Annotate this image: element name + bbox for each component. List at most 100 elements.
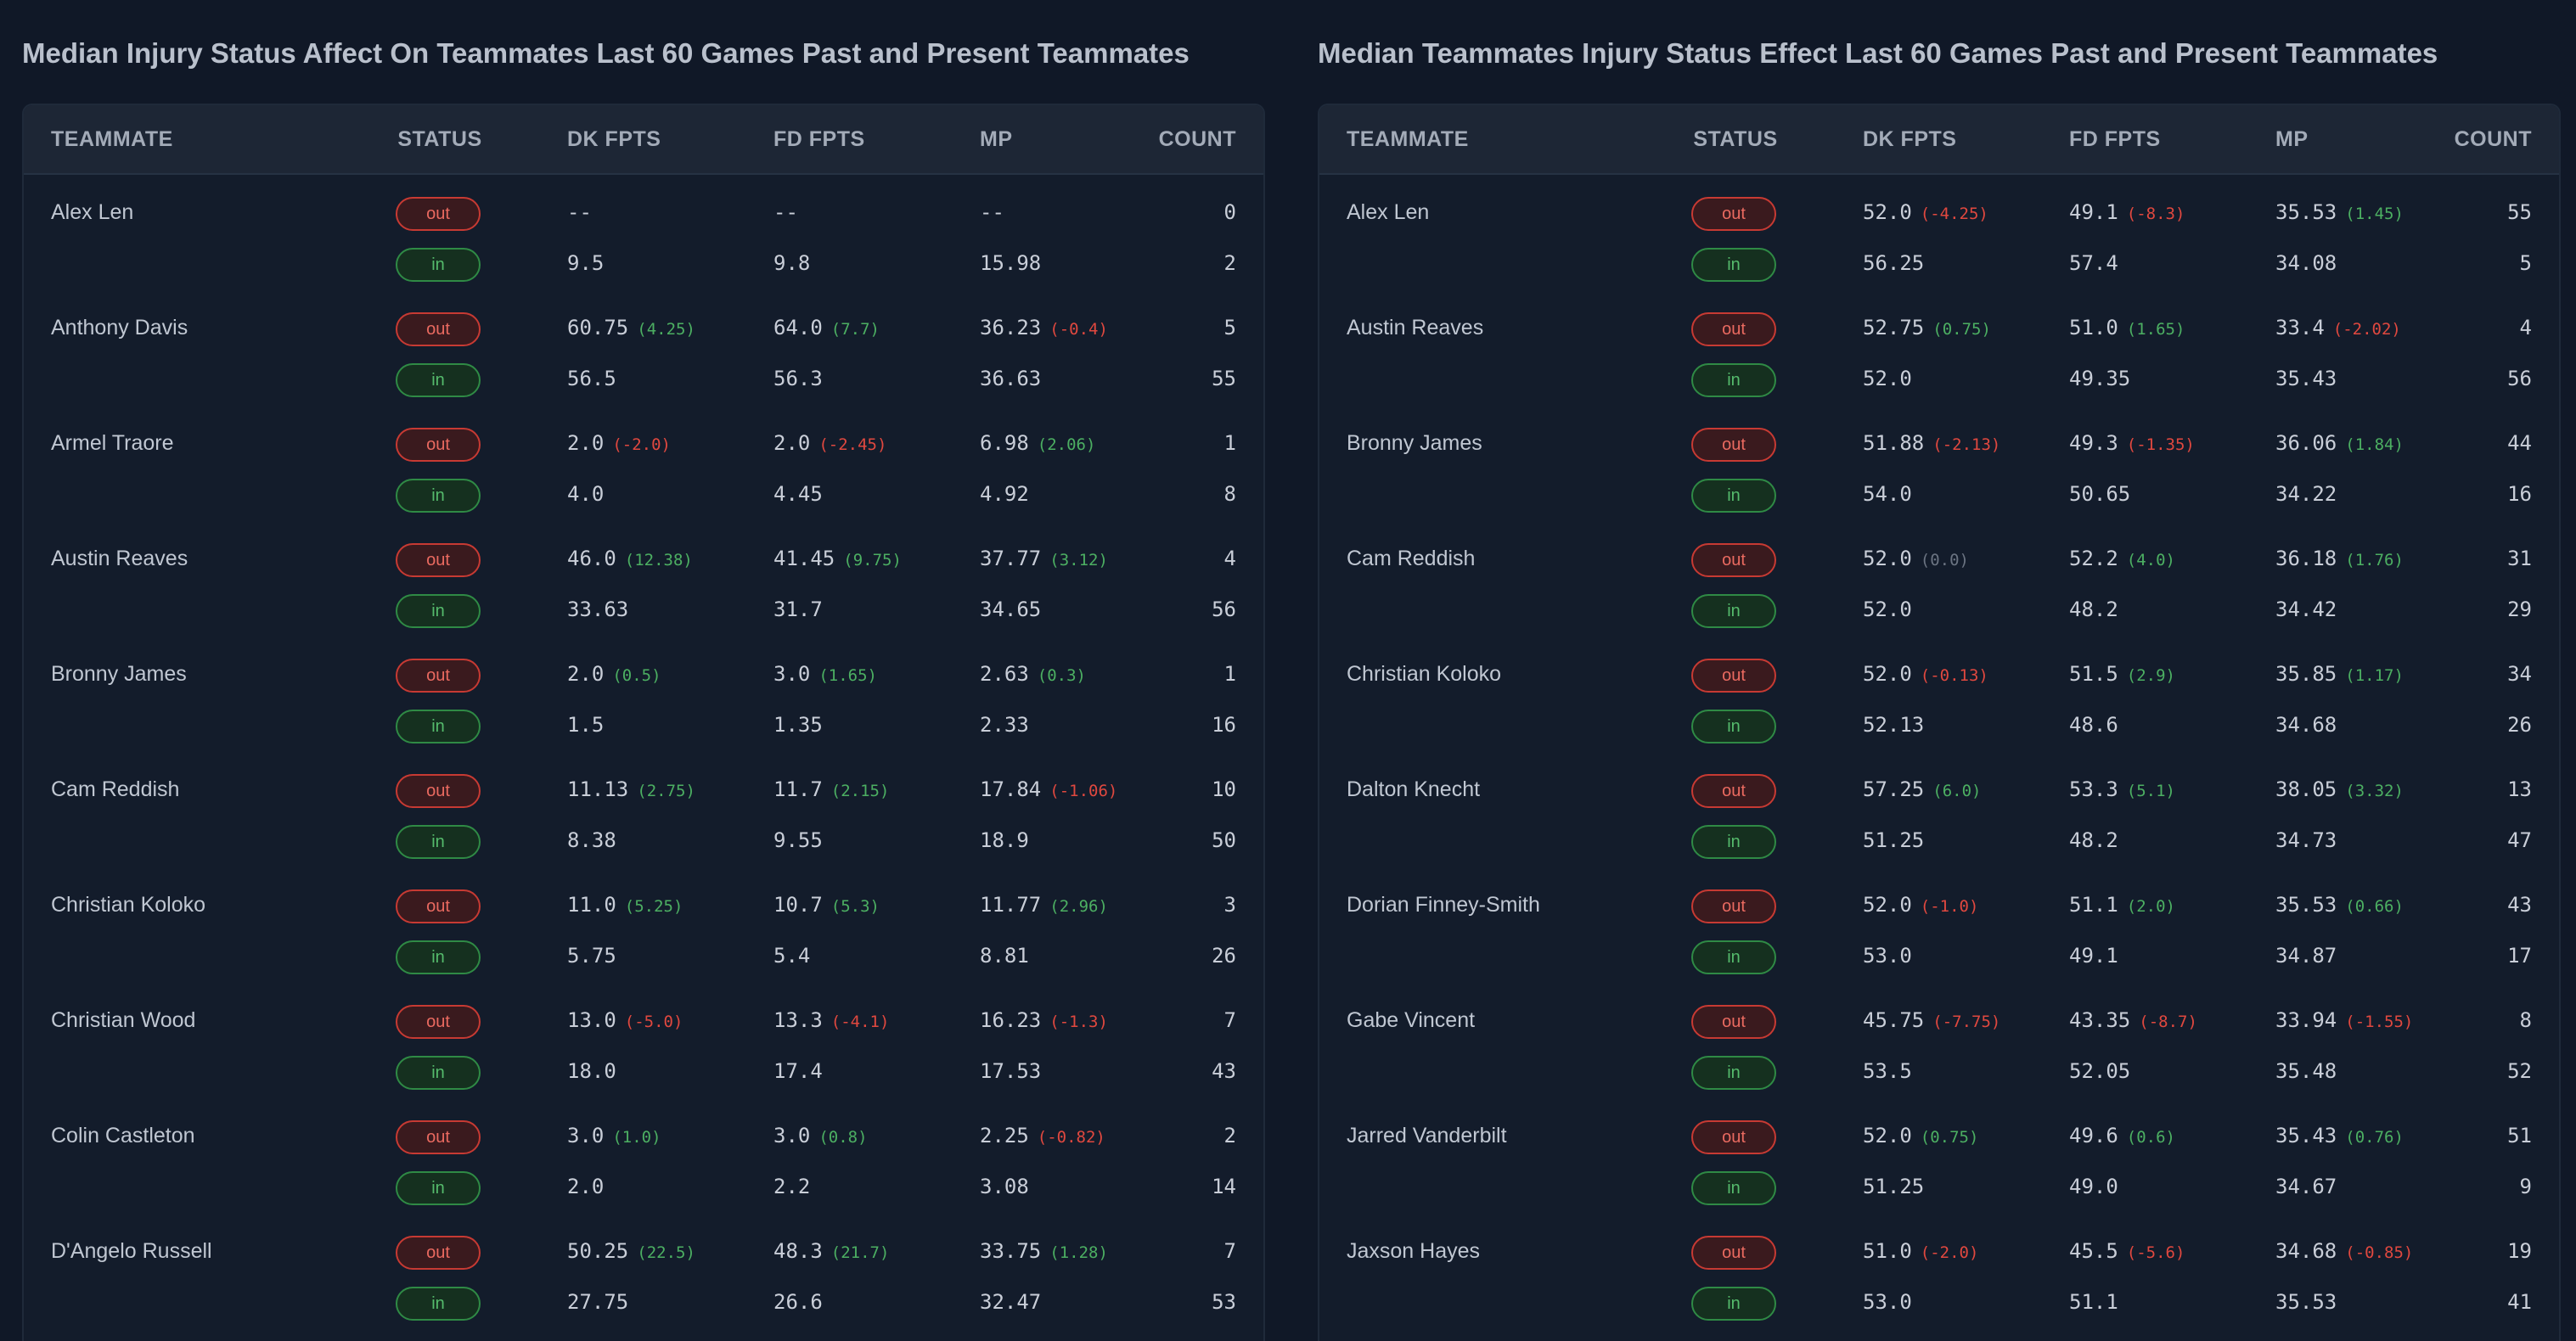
header-teammate[interactable]: TEAMMATE [51,127,173,151]
table-header: TEAMMATE STATUS DK FPTS FD FPTS MP COUNT [1319,105,2559,175]
teammate-name[interactable]: Dalton Knecht [1347,777,1481,801]
teammate-name[interactable]: Bronny James [1347,431,1482,455]
table-row: Dalton Knecht out 57.25 (6.0) 53.3 (5.1) 38.05… [1319,752,2559,867]
dk-fpts-value: 52.0 [1863,662,1912,686]
header-status[interactable]: STATUS [1693,127,1778,151]
teammate-name[interactable]: Jarred Vanderbilt [1347,1124,1507,1147]
header-teammate[interactable]: TEAMMATE [1347,127,1469,151]
fd-fpts-cell: 43.35 (-8.7) [2069,995,2197,1049]
mp-diff: (3.12) [1049,551,1108,570]
status-in-badge: in [1691,1171,1776,1205]
fd-fpts-value: 5.4 [773,944,811,968]
fd-fpts-cell: 1.35 [773,699,823,754]
status-in-badge: in [1691,1056,1776,1090]
count-value: 53 [1212,1290,1236,1314]
mp-value: 34.42 [2275,598,2337,621]
dk-fpts-diff: (0.75) [1920,1128,1979,1147]
mp-diff: (2.06) [1037,435,1096,454]
mp-cell: 34.87 [2275,930,2337,985]
mp-value: 33.4 [2275,316,2325,339]
dk-fpts-value: 51.25 [1863,828,1925,852]
status-in-badge: in [396,825,481,859]
mp-diff: (-1.3) [1049,1013,1108,1031]
teammate-name[interactable]: Alex Len [51,200,134,224]
header-mp[interactable]: MP [2275,127,2309,151]
table-row: Dorian Finney-Smith out 52.0 (-1.0) 51.1 (2.0… [1319,867,2559,983]
table-row: Alex Len out 52.0 (-4.25) 49.1 (-8.3) 35.53 (1.… [1319,175,2559,290]
status-in-row: in 56.25 57.4 34.08 5 [1319,238,2559,289]
teammate-name[interactable]: Dorian Finney-Smith [1347,893,1540,917]
count-value: 5 [1223,316,1236,339]
fd-fpts-value: 9.55 [773,828,823,852]
dk-fpts-cell: 11.0 (5.25) [567,879,683,934]
teammate-name[interactable]: Jaxson Hayes [1347,1239,1481,1263]
status-in-badge: in [396,363,481,397]
fd-fpts-value: 48.3 [773,1239,823,1263]
status-in-badge: in [396,248,481,282]
teammate-name[interactable]: Austin Reaves [51,547,188,570]
dk-fpts-cell: 8.38 [567,815,616,869]
teammate-name[interactable]: D'Angelo Russell [51,1239,212,1263]
dk-fpts-cell: 11.13 (2.75) [567,764,695,818]
header-count[interactable]: COUNT [1158,127,1236,151]
status-in-badge: in [1691,594,1776,628]
mp-cell: 8.81 [980,930,1029,985]
dk-fpts-value: 11.13 [567,777,629,801]
header-dk-fpts[interactable]: DK FPTS [567,127,661,151]
mp-cell: 34.68 [2275,699,2337,754]
count-value: 34 [2507,662,2532,686]
mp-cell: 36.63 [980,353,1041,407]
fd-fpts-value: 64.0 [773,316,823,339]
table-row: Alex Len out -- -- -- 0 in 9.5 9.8 15.98 2 [24,175,1263,290]
teammate-name[interactable]: Gabe Vincent [1347,1008,1476,1032]
header-mp[interactable]: MP [980,127,1013,151]
fd-fpts-value: -- [773,200,798,224]
teammate-name[interactable]: Austin Reaves [1347,316,1484,339]
dk-fpts-value: 8.38 [567,828,616,852]
mp-value: 34.08 [2275,251,2337,275]
header-fd-fpts[interactable]: FD FPTS [773,127,865,151]
fd-fpts-cell: 3.0 (1.65) [773,648,877,703]
mp-value: 17.84 [980,777,1042,801]
dk-fpts-diff: (0.75) [1932,320,1991,339]
teammate-name[interactable]: Colin Castleton [51,1124,195,1147]
teammate-name[interactable]: Christian Wood [51,1008,196,1032]
count-value: 16 [2507,482,2532,506]
status-out-badge: out [1691,1005,1776,1039]
header-status[interactable]: STATUS [397,127,482,151]
table-row: Bronny James out 2.0 (0.5) 3.0 (1.65) 2.63 (0.3… [24,637,1263,752]
mp-cell: 33.94 (-1.55) [2275,995,2413,1049]
dk-fpts-diff: (-7.75) [1932,1013,2001,1031]
dk-fpts-diff: (5.25) [624,897,683,916]
header-dk-fpts[interactable]: DK FPTS [1863,127,1957,151]
teammate-name[interactable]: Cam Reddish [51,777,180,801]
dk-fpts-cell: 60.75 (4.25) [567,302,695,356]
status-out-badge: out [396,774,481,808]
teammate-name[interactable]: Armel Traore [51,431,174,455]
teammate-name[interactable]: Anthony Davis [51,316,188,339]
teammate-name[interactable]: Alex Len [1347,200,1430,224]
teammate-name[interactable]: Cam Reddish [1347,547,1476,570]
status-in-row: in 33.63 31.7 34.65 56 [24,584,1263,635]
dk-fpts-cell: 52.0 (-4.25) [1863,187,1988,241]
teammate-name[interactable]: Christian Koloko [51,893,206,917]
dk-fpts-cell: 53.0 [1863,930,1912,985]
table-body: Alex Len out 52.0 (-4.25) 49.1 (-8.3) 35.53 (1.… [1319,175,2559,1329]
dk-fpts-diff: (2.75) [637,782,695,800]
dk-fpts-value: 4.0 [567,482,605,506]
status-in-row: in 51.25 49.0 34.67 9 [1319,1161,2559,1212]
mp-value: 6.98 [980,431,1029,455]
count-value: 1 [1223,662,1236,686]
header-fd-fpts[interactable]: FD FPTS [2069,127,2161,151]
teammate-name[interactable]: Bronny James [51,662,187,686]
table-row: Austin Reaves out 46.0 (12.38) 41.45 (9.75) 37… [24,521,1263,637]
mp-diff: (1.84) [2345,435,2404,454]
teammate-name[interactable]: Christian Koloko [1347,662,1502,686]
status-out-badge: out [1691,1120,1776,1154]
header-count[interactable]: COUNT [2454,127,2532,151]
table-row: D'Angelo Russell out 50.25 (22.5) 48.3 (21.7)… [24,1214,1263,1329]
status-out-row: out 52.0 (0.75) 49.6 (0.6) 35.43 (0.76) 51 [1319,1110,2559,1161]
fd-fpts-diff: (2.0) [2126,897,2175,916]
fd-fpts-value: 31.7 [773,598,823,621]
fd-fpts-cell: 53.3 (5.1) [2069,764,2175,818]
